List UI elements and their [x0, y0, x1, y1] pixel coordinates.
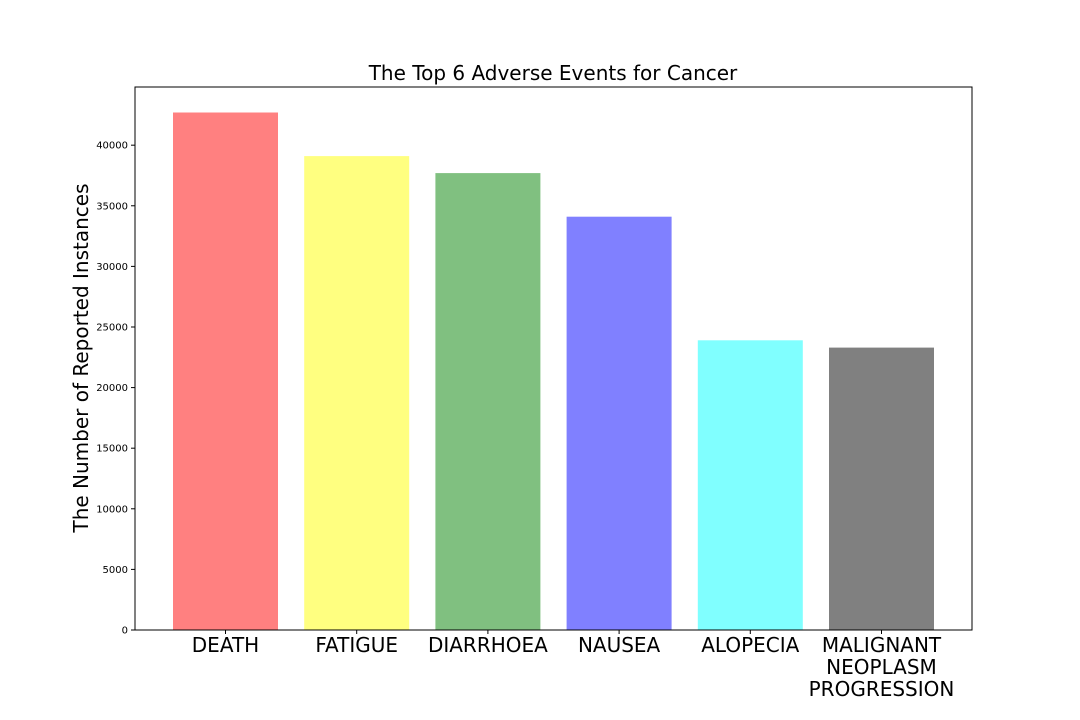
y-tick-label-20000: 20000 [96, 383, 128, 394]
y-tick-label-15000: 15000 [96, 444, 128, 455]
bar-diarrhoea [435, 173, 541, 630]
x-tick-label-line: PROGRESSION [809, 677, 955, 701]
y-tick-label-0: 0 [122, 626, 128, 637]
bar-death [173, 112, 278, 630]
x-tick-label-alopecia: ALOPECIA [701, 633, 799, 657]
x-tick-label-death: DEATH [192, 633, 259, 657]
y-tick-label-25000: 25000 [96, 322, 128, 333]
x-tick-label-line: NEOPLASM [826, 655, 937, 679]
y-tick-label-40000: 40000 [96, 141, 128, 152]
chart-title: The Top 6 Adverse Events for Cancer [368, 61, 738, 85]
x-tick-label-line: MALIGNANT [822, 633, 942, 657]
x-axis-ticks: DEATH FATIGUE DIARRHOEA NAUSEA ALOPECIA MALIG… [192, 630, 955, 701]
y-axis-ticks: 0 5000 10000 15000 20000 25000 30000 35000 40000 [96, 141, 135, 637]
bar-alopecia [697, 340, 803, 630]
y-tick-label-5000: 5000 [103, 565, 128, 576]
y-tick-label-10000: 10000 [96, 504, 128, 515]
bar-malignant-neoplasm-progression [829, 347, 934, 630]
plot-frame [134, 86, 973, 631]
x-tick-label-diarrhoea: DIARRHOEA [428, 633, 548, 657]
x-tick-label-nausea: NAUSEA [578, 633, 661, 657]
y-axis-label: The Number of Reported Instances [69, 183, 93, 533]
x-tick-label-line: FATIGUE [315, 633, 398, 657]
x-tick-label-line: DIARRHOEA [428, 633, 548, 657]
x-tick-label-line: ALOPECIA [701, 633, 799, 657]
x-tick-label-line: NAUSEA [578, 633, 661, 657]
x-tick-label-fatigue: FATIGUE [315, 633, 398, 657]
y-tick-label-35000: 35000 [96, 201, 128, 212]
x-tick-label-line: DEATH [192, 633, 259, 657]
bar-fatigue [304, 156, 410, 630]
y-tick-label-30000: 30000 [96, 262, 128, 273]
bar-nausea [566, 216, 672, 630]
bars-group [173, 112, 934, 630]
x-tick-label-malignant-neoplasm-progression: MALIGNANT NEOPLASM PROGRESSION [809, 633, 955, 701]
